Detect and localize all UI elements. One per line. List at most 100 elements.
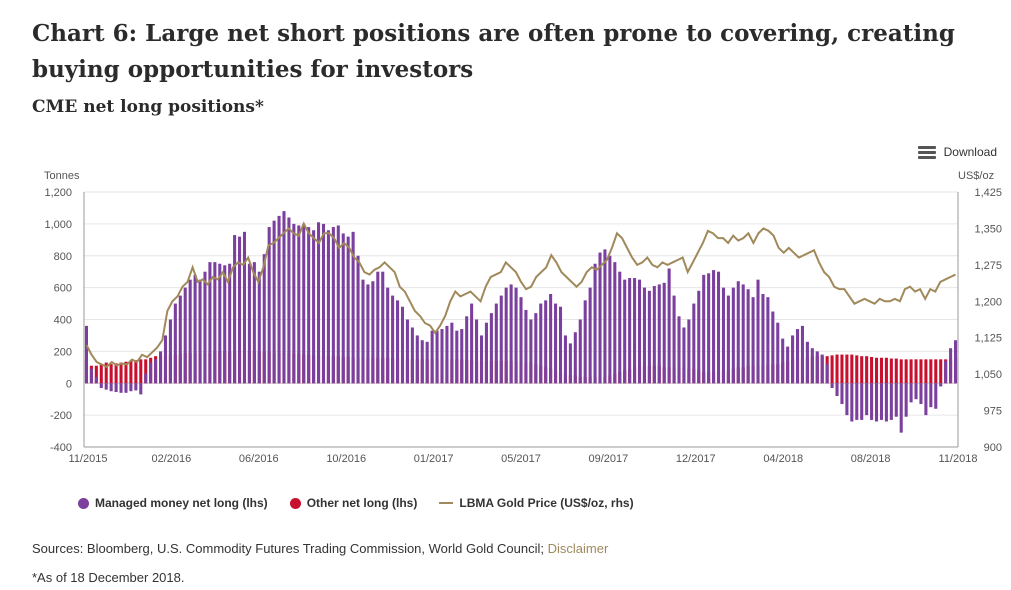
other-bar: [144, 359, 148, 384]
managed-bar: [667, 268, 671, 384]
x-tick-label: 01/2017: [414, 453, 454, 465]
managed-bar: [716, 271, 721, 384]
download-button[interactable]: Download: [917, 145, 997, 159]
managed-bar: [682, 327, 686, 384]
managed-bar: [119, 383, 123, 393]
right-tick-label: 1,350: [974, 223, 1002, 235]
legend-managed[interactable]: Managed money net long (lhs): [78, 496, 268, 510]
managed-bar: [154, 359, 158, 384]
managed-bar: [554, 303, 558, 384]
managed-bar: [949, 348, 953, 384]
managed-bar: [534, 313, 538, 384]
managed-bar: [544, 300, 548, 384]
managed-bar: [756, 279, 760, 384]
other-bar: [134, 360, 138, 384]
managed-bar: [99, 383, 103, 389]
managed-bar: [489, 313, 493, 384]
chart-title: Chart 6: Large net short positions are o…: [32, 20, 955, 83]
managed-bar: [934, 383, 938, 409]
managed-bar: [188, 279, 192, 384]
x-tick-label: 06/2016: [239, 453, 279, 465]
other-bar: [884, 357, 888, 384]
managed-bar: [149, 362, 153, 384]
managed-bar: [874, 383, 879, 422]
managed-bar: [914, 383, 918, 400]
managed-bar: [479, 335, 484, 384]
left-tick-label: 200: [54, 346, 72, 358]
managed-bar: [539, 303, 543, 384]
other-bar: [889, 358, 893, 384]
other-bar: [904, 359, 908, 384]
managed-bar: [312, 230, 316, 384]
managed-bar: [825, 364, 829, 384]
managed-bar: [307, 227, 311, 384]
other-bar: [860, 356, 864, 384]
managed-bar: [361, 279, 365, 384]
legend-other[interactable]: Other net long (lhs): [289, 496, 417, 510]
managed-bar: [751, 297, 755, 384]
managed-bar: [558, 306, 563, 384]
managed-bar: [252, 262, 256, 384]
managed-bar: [820, 354, 824, 384]
managed-bar: [410, 327, 414, 384]
legend-gold[interactable]: LBMA Gold Price (US$/oz, rhs): [439, 496, 634, 510]
other-bar: [909, 359, 913, 384]
managed-bar: [302, 223, 306, 384]
managed-bar: [134, 383, 138, 391]
sources: Sources: Bloomberg, U.S. Commodity Futur…: [32, 541, 608, 556]
download-label: Download: [943, 145, 997, 159]
right-tick-label: 975: [984, 406, 1002, 418]
gold-swatch: [439, 502, 454, 504]
managed-bar: [652, 286, 656, 384]
other-bar: [104, 362, 108, 384]
managed-bar: [746, 289, 750, 384]
managed-bar: [805, 341, 809, 384]
managed-bar: [267, 227, 271, 384]
x-tick-label: 04/2018: [763, 453, 803, 465]
managed-bar: [657, 284, 661, 384]
managed-bar: [904, 383, 908, 417]
managed-bar: [435, 330, 439, 384]
managed-bar: [786, 346, 790, 384]
managed-bar: [455, 330, 459, 384]
managed-bar: [761, 294, 765, 384]
managed-bar: [321, 223, 326, 384]
managed-bar: [899, 383, 903, 433]
other-bar: [870, 356, 874, 384]
managed-bar: [386, 287, 390, 384]
disclaimer-link[interactable]: Disclaimer: [547, 541, 609, 556]
managed-bar: [262, 254, 266, 384]
managed-bar: [702, 274, 706, 384]
managed-bar: [815, 351, 819, 384]
x-tick-label: 02/2016: [152, 453, 192, 465]
managed-bar: [331, 227, 335, 384]
other-bar: [855, 355, 859, 384]
left-tick-label: -200: [50, 410, 72, 422]
managed-bar: [850, 383, 854, 422]
managed-bar: [84, 325, 88, 384]
managed-bar: [405, 319, 409, 384]
other-bar: [119, 362, 123, 384]
managed-bar: [247, 263, 251, 384]
managed-bar: [396, 300, 400, 384]
managed-bar: [954, 340, 958, 384]
other-bar: [919, 359, 923, 384]
managed-bar: [573, 332, 577, 384]
other-bar: [934, 359, 938, 384]
chart-subtitle: CME net long positions*: [32, 97, 264, 117]
right-tick-label: 1,125: [974, 333, 1002, 345]
left-axis-ticks: -400 -200 0 200 400 600 800 1,000 1,200: [44, 187, 72, 454]
managed-bar: [549, 294, 553, 384]
managed-bar: [336, 225, 340, 384]
other-bar: [874, 357, 879, 384]
x-tick-label: 08/2018: [851, 453, 891, 465]
managed-bar: [588, 287, 592, 384]
managed-bar: [618, 271, 622, 384]
managed-bar: [860, 383, 864, 420]
other-bar: [94, 365, 98, 384]
managed-bar: [884, 383, 888, 422]
other-bar: [99, 364, 103, 384]
managed-bar: [692, 303, 696, 384]
managed-bar: [578, 319, 582, 384]
managed-bar: [800, 325, 804, 384]
